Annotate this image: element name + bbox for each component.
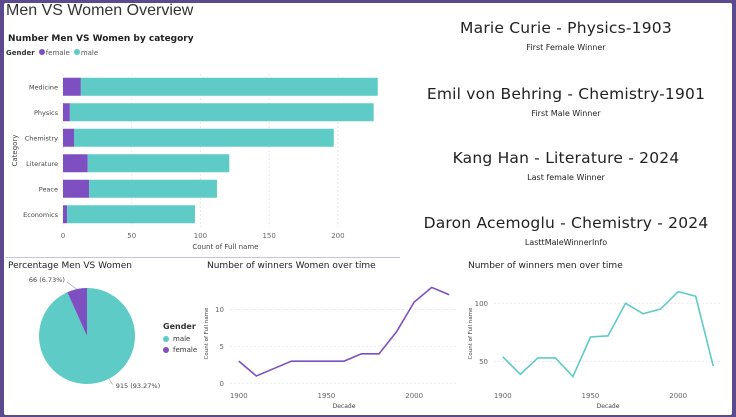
pie-slice-female	[67, 288, 87, 336]
legend-dot-male	[163, 336, 169, 342]
pie-slice-male	[39, 288, 136, 384]
y-axis-label: Count of Full name	[468, 307, 474, 359]
kpi-label: Last female Winner	[527, 173, 605, 182]
y-tick-label: 100	[475, 300, 488, 308]
pie-label-leader	[108, 378, 114, 385]
x-tick-label: 2000	[405, 392, 423, 400]
section-divider	[5, 257, 400, 258]
pie-label-female: 66 (6.73%)	[29, 276, 65, 284]
pie-label-leader	[66, 281, 78, 290]
legend-item-female[interactable]: female	[38, 49, 70, 57]
bar-male	[87, 154, 230, 173]
kpi-last-female: Kang Han - Literature - 2024 Last female…	[406, 149, 726, 182]
y-tick-label: 0	[220, 380, 224, 388]
men-line-chart: 50 100 1900 1950 2000 Decade Count of Full nam…	[468, 290, 722, 410]
y-axis-label: Count of Full name	[204, 307, 210, 359]
x-tick-label: 0	[61, 232, 65, 240]
category-label: Economics	[23, 211, 58, 219]
category-label: Physics	[34, 109, 59, 117]
x-tick-label: 1950	[318, 392, 336, 400]
dashboard-title: Men VS Women Overview	[6, 2, 194, 19]
kpi-label: LasttMaleWinnerInfo	[524, 238, 608, 247]
x-axis-label: Count of Full name	[192, 243, 258, 251]
legend-label-female: female	[173, 346, 198, 354]
bar-male	[67, 205, 195, 224]
bar-chart-legend: Gender female male	[6, 49, 98, 57]
bar-female	[63, 179, 90, 198]
series-line	[502, 290, 715, 378]
pie-chart-legend: Gender male female	[163, 322, 197, 357]
bar-male	[69, 103, 374, 122]
x-tick-label: 200	[331, 232, 344, 240]
pie-legend-item-male[interactable]: male	[163, 335, 197, 343]
category-label: Peace	[39, 185, 58, 193]
series-line	[238, 286, 450, 377]
y-tick-label: 50	[479, 358, 488, 366]
legend-label-male: male	[80, 49, 99, 57]
legend-dot-female	[38, 49, 45, 55]
bar-male	[89, 179, 217, 198]
bar-male	[73, 128, 334, 147]
x-tick-label: 1900	[494, 392, 512, 400]
x-tick-label: 1950	[582, 392, 600, 400]
y-axis-label: Category	[11, 135, 19, 167]
pie-chart-title: Percentage Men VS Women	[8, 261, 132, 271]
bar-female	[63, 128, 74, 147]
x-tick-label: 50	[127, 232, 136, 240]
pie-legend-title: Gender	[163, 322, 196, 331]
women-line-chart-title: Number of winners Women over time	[207, 261, 376, 271]
legend-item-male[interactable]: male	[73, 49, 99, 57]
y-tick-label: 10	[215, 306, 224, 314]
legend-title: Gender	[6, 49, 35, 57]
pie-legend-item-female[interactable]: female	[163, 346, 197, 354]
pie-chart: 66 (6.73%) 915 (93.27%)	[29, 276, 160, 390]
kpi-value: Kang Han - Literature - 2024	[452, 149, 680, 167]
men-line-chart-title: Number of winners men over time	[468, 261, 623, 271]
x-axis-label: Decade	[597, 403, 620, 410]
legend-label-male: male	[173, 335, 191, 343]
legend-dot-female	[163, 347, 169, 353]
bar-female	[63, 77, 81, 96]
legend-label-female: female	[45, 49, 70, 57]
bar-female	[63, 154, 88, 173]
bar-chart-title: Number Men VS Women by category	[8, 34, 194, 44]
x-axis-label: Decade	[333, 403, 356, 410]
kpi-value: Emil von Behring - Chemistry-1901	[426, 85, 706, 103]
bar-male	[80, 77, 378, 96]
women-line-chart: 0 5 10 1900 1950 2000 Decade Count of Full name	[204, 286, 458, 410]
kpi-value: Daron Acemoglu - Chemistry - 2024	[423, 214, 709, 232]
kpi-label: First Female Winner	[526, 43, 606, 52]
bar-female	[63, 205, 68, 224]
kpi-last-male: Daron Acemoglu - Chemistry - 2024 LasttM…	[406, 214, 726, 247]
pie-label-male: 915 (93.27%)	[116, 382, 160, 390]
legend-dot-male	[73, 49, 80, 55]
x-tick-label: 2000	[669, 392, 687, 400]
x-tick-label: 150	[262, 232, 275, 240]
x-tick-label: 100	[194, 232, 207, 240]
kpi-label: First Male Winner	[531, 109, 601, 118]
category-label: Chemistry	[25, 134, 58, 142]
category-label: Literature	[26, 160, 58, 168]
category-label: Medicine	[29, 83, 58, 91]
x-tick-label: 1900	[230, 392, 248, 400]
bar-female	[63, 103, 70, 122]
y-tick-label: 5	[220, 343, 224, 351]
kpi-value: Marie Curie - Physics-1903	[460, 19, 672, 37]
kpi-first-male: Emil von Behring - Chemistry-1901 First …	[406, 85, 726, 118]
bar-chart: 0 50 100 150 200 Medicine Physics Chemistry Lite…	[11, 74, 378, 251]
kpi-first-female: Marie Curie - Physics-1903 First Female …	[406, 19, 726, 52]
